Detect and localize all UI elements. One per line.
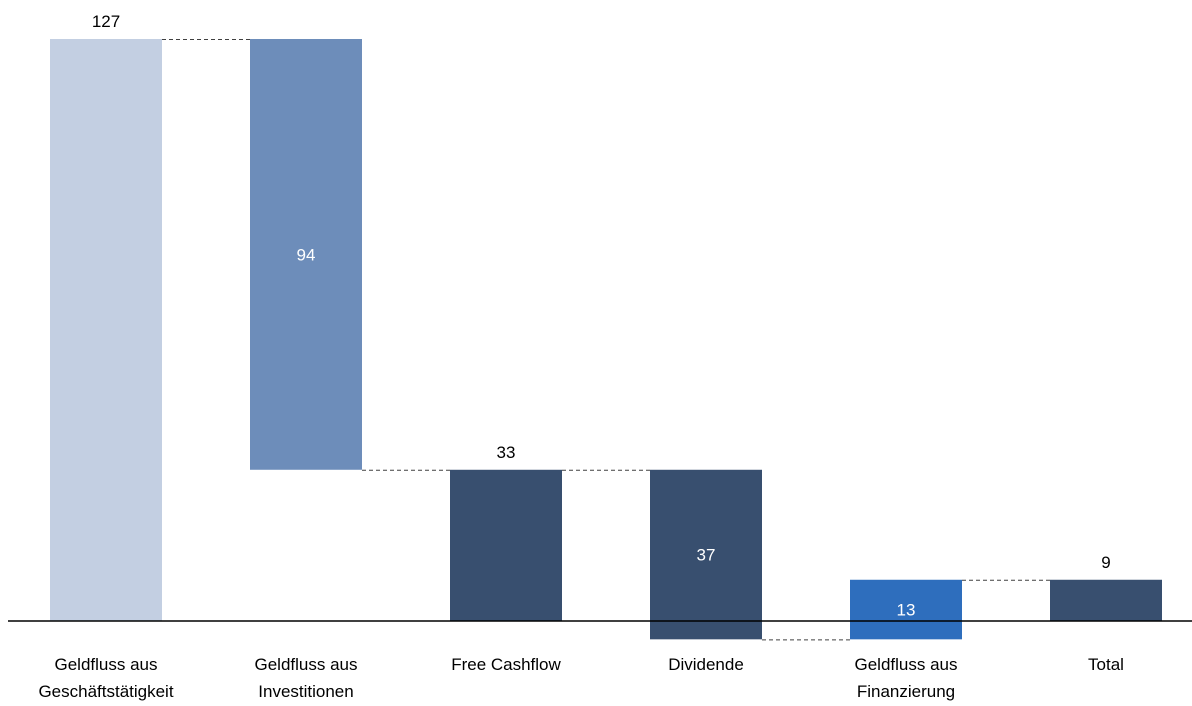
category-label-4-line-1: Finanzierung	[857, 682, 955, 701]
bar-value-labels: 127 94 33 37 13 9	[92, 12, 1111, 620]
bar-4	[850, 579, 962, 640]
bar-0	[50, 39, 162, 621]
category-label-3-line-0: Dividende	[668, 655, 744, 674]
bar-value-label-0: 127	[92, 12, 120, 31]
bar-1	[250, 39, 362, 470]
category-label-1-line-1: Investitionen	[258, 682, 353, 701]
bar-value-label-1: 94	[297, 245, 316, 264]
connector-lines	[162, 39, 1050, 641]
bar-3	[650, 469, 762, 640]
bar-2	[450, 469, 562, 621]
category-labels: Geldfluss aus Geschäftstätigkeit Geldfluss…	[38, 655, 1124, 701]
category-label-2-line-0: Free Cashflow	[451, 655, 561, 674]
bar-5	[1050, 579, 1162, 621]
bar-value-label-3: 37	[697, 546, 716, 565]
category-label-4-line-0: Geldfluss aus	[855, 655, 958, 674]
bar-value-label-4: 13	[897, 601, 916, 620]
bar-value-label-5: 9	[1101, 553, 1110, 572]
category-label-5-line-0: Total	[1088, 655, 1124, 674]
bar-value-label-2: 33	[497, 443, 516, 462]
bars	[50, 39, 1162, 640]
category-label-0-line-1: Geschäftstätigkeit	[38, 682, 173, 701]
category-label-1-line-0: Geldfluss aus	[255, 655, 358, 674]
category-label-0-line-0: Geldfluss aus	[55, 655, 158, 674]
